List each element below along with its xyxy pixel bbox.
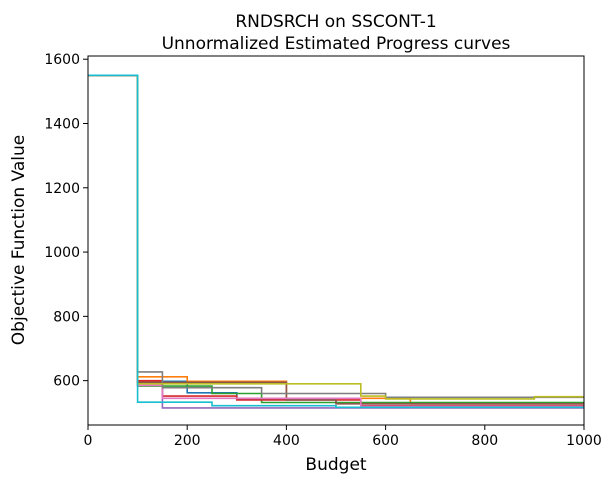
chart-title-line-1: RNDSRCH on SSCONT-1	[235, 12, 436, 32]
series-line-2	[88, 74, 584, 405]
series-line-3	[88, 74, 584, 404]
x-tick-label: 200	[174, 433, 201, 449]
y-tick-label: 1000	[44, 245, 80, 261]
y-tick-label: 800	[53, 309, 80, 325]
y-tick-label: 1400	[44, 117, 80, 133]
x-tick-label: 400	[273, 433, 300, 449]
series-line-8	[88, 74, 584, 399]
x-tick-label: 0	[84, 433, 93, 449]
series-line-4	[88, 74, 584, 407]
series-line-5	[88, 74, 584, 409]
series-line-10	[88, 74, 584, 409]
series-line-9	[88, 74, 584, 400]
x-axis-label: Budget	[305, 455, 366, 475]
y-tick-label: 600	[53, 374, 80, 390]
y-tick-label: 1600	[44, 52, 80, 68]
x-tick-label: 800	[471, 433, 498, 449]
y-tick-label: 1200	[44, 181, 80, 197]
ticks-layer: 0 200 400 600 800 1000 600 800 1000 1200 1400 1600	[44, 52, 601, 449]
series-line-6	[88, 74, 584, 405]
series-line-7	[88, 74, 584, 408]
plot-frame	[87, 55, 585, 426]
x-tick-label: 600	[372, 433, 399, 449]
chart-title-line-2: Unnormalized Estimated Progress curves	[162, 34, 511, 54]
x-tick-label: 1000	[566, 433, 602, 449]
series-layer	[88, 74, 584, 409]
series-line-1	[88, 74, 584, 404]
y-axis-label: Objective Function Value	[9, 135, 29, 345]
